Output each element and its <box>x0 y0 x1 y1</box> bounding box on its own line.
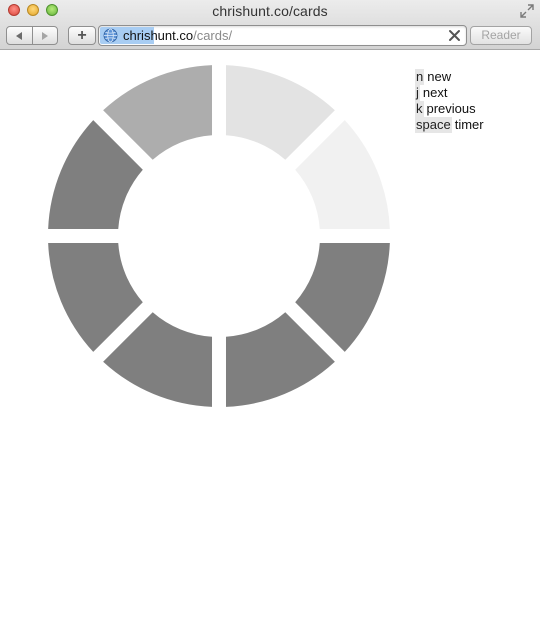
close-window-button[interactable] <box>8 4 20 16</box>
back-button[interactable] <box>7 27 32 44</box>
help-action: next <box>422 85 448 100</box>
help-key: space <box>415 117 452 133</box>
clear-url-icon[interactable] <box>448 29 461 42</box>
fullscreen-icon[interactable] <box>520 4 534 18</box>
add-label: + <box>77 26 87 44</box>
help-key: j <box>415 85 420 101</box>
url-text: chrishunt.co/cards/ <box>123 28 232 44</box>
zoom-window-button[interactable] <box>46 4 58 16</box>
timer-segment <box>103 65 213 160</box>
help-action: new <box>427 69 452 84</box>
globe-icon <box>103 28 118 43</box>
help-row-new: n new <box>415 69 484 85</box>
browser-toolbar: chrishunt.co/cards + chrishunt.co/cards/ <box>0 0 540 50</box>
url-path: /cards/ <box>193 28 233 43</box>
forward-button[interactable] <box>31 27 58 44</box>
help-row-previous: k previous <box>415 101 484 117</box>
history-nav <box>6 26 58 45</box>
timer-segment <box>48 120 143 230</box>
timer-segment <box>48 242 143 352</box>
timer-segment <box>295 242 390 352</box>
url-host: chrishunt.co <box>123 28 194 43</box>
keyboard-help: n new j next k previous space timer <box>415 69 484 133</box>
help-action: previous <box>426 101 476 116</box>
minimize-window-button[interactable] <box>27 4 39 16</box>
page-content: n new j next k previous space timer <box>0 51 540 634</box>
help-key: n <box>415 69 425 85</box>
help-row-next: j next <box>415 85 484 101</box>
timer-segment <box>225 312 335 407</box>
forward-arrow-icon <box>41 31 48 40</box>
back-arrow-icon <box>16 31 23 40</box>
timer-segment <box>295 120 390 230</box>
reader-button[interactable]: Reader <box>470 26 532 45</box>
help-key: k <box>415 101 424 117</box>
add-bookmark-button[interactable]: + <box>68 26 96 45</box>
address-bar[interactable]: chrishunt.co/cards/ <box>98 25 467 46</box>
help-action: timer <box>454 117 484 132</box>
timer-wheel <box>48 65 390 407</box>
timer-segment <box>225 65 335 160</box>
window-title: chrishunt.co/cards <box>212 3 328 19</box>
timer-segment <box>103 312 213 407</box>
help-row-timer: space timer <box>415 117 484 133</box>
